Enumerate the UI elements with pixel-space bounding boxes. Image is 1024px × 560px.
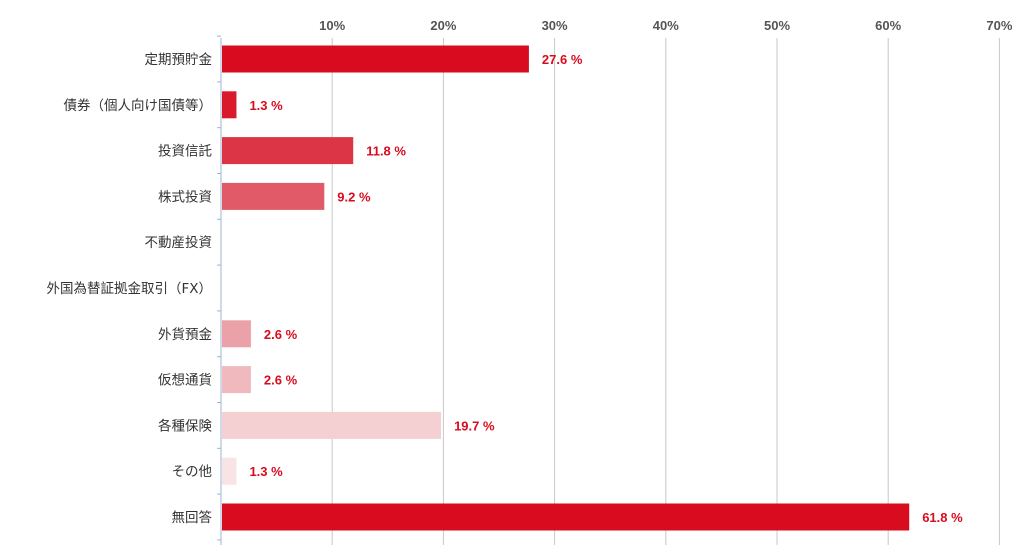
bar xyxy=(222,457,237,485)
category-label: 不動産投資 xyxy=(145,235,213,251)
category-label: 外貨預金 xyxy=(158,326,212,343)
x-tick-label: 40% xyxy=(653,18,679,33)
data-label: 2.6 % xyxy=(264,373,298,388)
data-label: 2.6 % xyxy=(264,327,298,342)
x-tick-label: 20% xyxy=(430,18,456,33)
category-label: 定期預貯金 xyxy=(145,52,213,68)
bar xyxy=(222,503,910,531)
x-tick-label: 50% xyxy=(764,18,790,33)
data-label: 1.3 % xyxy=(249,464,283,479)
data-label: 11.8 % xyxy=(366,144,406,159)
x-tick-label: 10% xyxy=(319,18,345,33)
bar xyxy=(222,411,442,439)
category-label: 外国為替証拠金取引（FX） xyxy=(46,281,212,297)
x-tick-label: 70% xyxy=(986,18,1012,33)
bar xyxy=(222,366,251,394)
category-label: 投資信託 xyxy=(158,144,212,160)
category-label: 無回答 xyxy=(172,509,213,526)
category-label: 各種保険 xyxy=(158,418,212,434)
category-label: 仮想通貨 xyxy=(158,372,212,389)
data-label: 9.2 % xyxy=(337,189,371,204)
x-tick-label: 30% xyxy=(542,18,568,33)
category-label: 株式投資 xyxy=(158,189,212,205)
bar xyxy=(222,182,325,210)
bar xyxy=(222,45,529,73)
category-label: その他 xyxy=(172,464,213,480)
grid-layer: 10% 20% 30% 40% 50% 60% 70% xyxy=(217,18,1013,545)
data-label: 1.3 % xyxy=(249,98,283,113)
bar xyxy=(222,320,251,348)
bar xyxy=(222,91,237,119)
data-label: 61.8 % xyxy=(922,510,963,525)
data-label: 19.7 % xyxy=(454,418,495,433)
category-label: 債券（個人向け国債等） xyxy=(64,97,213,114)
bar xyxy=(222,137,354,165)
labels-layer: 定期預貯金 27.6 % 債券（個人向け国債等） 1.3 % 投資信託 11.8 % 株式投… xyxy=(46,52,963,526)
x-tick-label: 60% xyxy=(875,18,901,33)
bars-layer xyxy=(222,45,910,531)
data-label: 27.6 % xyxy=(542,52,583,67)
